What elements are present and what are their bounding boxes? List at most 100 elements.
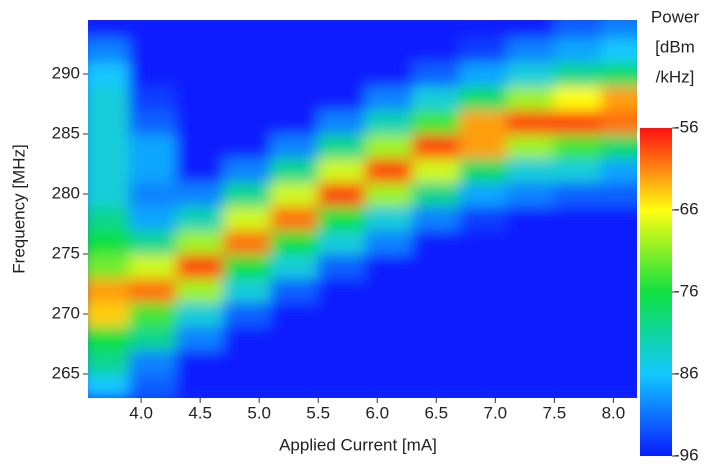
- heatmap-cell: [553, 349, 603, 375]
- heatmap-cell: [317, 109, 366, 135]
- heatmap-cell: [412, 229, 461, 255]
- heatmap-cell: [601, 373, 637, 398]
- heatmap-cell: [364, 349, 414, 375]
- heatmap-cell: [317, 349, 366, 375]
- heatmap-cell: [506, 37, 555, 63]
- x-tick-label: 5.0: [247, 403, 271, 422]
- heatmap-cell: [412, 301, 461, 327]
- heatmap-cell: [506, 229, 555, 255]
- x-tick-label: 8.0: [602, 403, 626, 422]
- heatmap-cell: [459, 205, 508, 231]
- colorbar-tick-label: -66: [674, 199, 699, 218]
- heatmap-cell: [412, 181, 461, 207]
- heatmap-cell: [128, 301, 178, 327]
- heatmap-cell: [506, 181, 555, 207]
- heatmap-cell: [88, 61, 130, 87]
- heatmap-cell: [223, 301, 272, 327]
- heatmap-cell: [88, 133, 130, 159]
- heatmap-cell: [412, 157, 461, 183]
- heatmap-cell: [223, 349, 272, 375]
- colorbar: [640, 128, 672, 456]
- heatmap-cell: [270, 277, 319, 303]
- heatmap-cell: [223, 205, 272, 231]
- colorbar-tick-label: -96: [674, 445, 699, 464]
- heatmap-cell: [88, 205, 130, 231]
- heatmap-cell: [601, 133, 637, 159]
- heatmap-cell: [317, 61, 366, 87]
- heatmap-cell: [459, 61, 508, 87]
- heatmap-cell: [270, 109, 319, 135]
- heatmap-cell: [176, 109, 225, 135]
- heatmap-cell: [412, 205, 461, 231]
- heatmap-cell: [88, 277, 130, 303]
- heatmap-cell: [317, 85, 366, 111]
- heatmap-cell: [412, 20, 461, 39]
- heatmap-cell: [364, 181, 414, 207]
- colorbar-label: /kHz]: [656, 67, 695, 86]
- heatmap-cell: [553, 181, 603, 207]
- heatmap-cell: [601, 181, 637, 207]
- x-axis-label: Applied Current [mA]: [279, 435, 437, 454]
- heatmap-cell: [128, 133, 178, 159]
- y-axis-label: Frequency [MHz]: [9, 144, 28, 273]
- x-tick-label: 7.5: [543, 403, 567, 422]
- heatmap-cell: [223, 85, 272, 111]
- heatmap-cell: [270, 301, 319, 327]
- heatmap-cell: [176, 205, 225, 231]
- heatmap-cell: [553, 253, 603, 279]
- heatmap-cell: [270, 61, 319, 87]
- heatmap-cell: [270, 157, 319, 183]
- heatmap-cell: [506, 301, 555, 327]
- heatmap-cell: [459, 325, 508, 351]
- heatmap-cell: [128, 277, 178, 303]
- heatmap-cell: [553, 61, 603, 87]
- heatmap-cell: [412, 325, 461, 351]
- heatmap-cell: [176, 277, 225, 303]
- heatmap-cell: [412, 85, 461, 111]
- heatmap-cell: [506, 157, 555, 183]
- x-tick-label: 6.0: [365, 403, 389, 422]
- heatmap-cell: [412, 37, 461, 63]
- heatmap-cell: [223, 373, 272, 398]
- x-tick-label: 7.0: [484, 403, 508, 422]
- heatmap-cell: [128, 181, 178, 207]
- heatmap-cell: [128, 205, 178, 231]
- heatmap-cell: [88, 37, 130, 63]
- colorbar-tick-label: -76: [674, 281, 699, 300]
- heatmap-cell: [601, 85, 637, 111]
- heatmap-cell: [317, 325, 366, 351]
- heatmap-cell: [128, 85, 178, 111]
- heatmap-cell: [459, 277, 508, 303]
- heatmap-cell: [364, 229, 414, 255]
- heatmap-cell: [128, 325, 178, 351]
- colorbar-tick-label: -56: [674, 117, 699, 136]
- heatmap-cell: [270, 373, 319, 398]
- heatmap-cell: [223, 133, 272, 159]
- heatmap-cell: [364, 301, 414, 327]
- heatmap-cell: [176, 373, 225, 398]
- heatmap-cell: [553, 37, 603, 63]
- heatmap-cell: [88, 301, 130, 327]
- y-tick-label: 285: [52, 123, 80, 142]
- heatmap-cell: [317, 181, 366, 207]
- heatmap-cell: [176, 229, 225, 255]
- heatmap-cell: [364, 20, 414, 39]
- heatmap-cell: [364, 325, 414, 351]
- heatmap-cell: [459, 109, 508, 135]
- heatmap-cell: [364, 253, 414, 279]
- heatmap-cell: [506, 133, 555, 159]
- y-tick-label: 275: [52, 243, 80, 262]
- heatmap-cell: [459, 20, 508, 39]
- heatmap-cell: [223, 253, 272, 279]
- heatmap-cell: [506, 277, 555, 303]
- heatmap-cell: [223, 229, 272, 255]
- heatmap-cell: [270, 85, 319, 111]
- heatmap-cell: [176, 349, 225, 375]
- heatmap-cell: [128, 157, 178, 183]
- heatmap-cell: [459, 133, 508, 159]
- heatmap-cell: [270, 325, 319, 351]
- heatmap-cell: [88, 253, 130, 279]
- heatmap-cell: [459, 301, 508, 327]
- heatmap-cell: [601, 253, 637, 279]
